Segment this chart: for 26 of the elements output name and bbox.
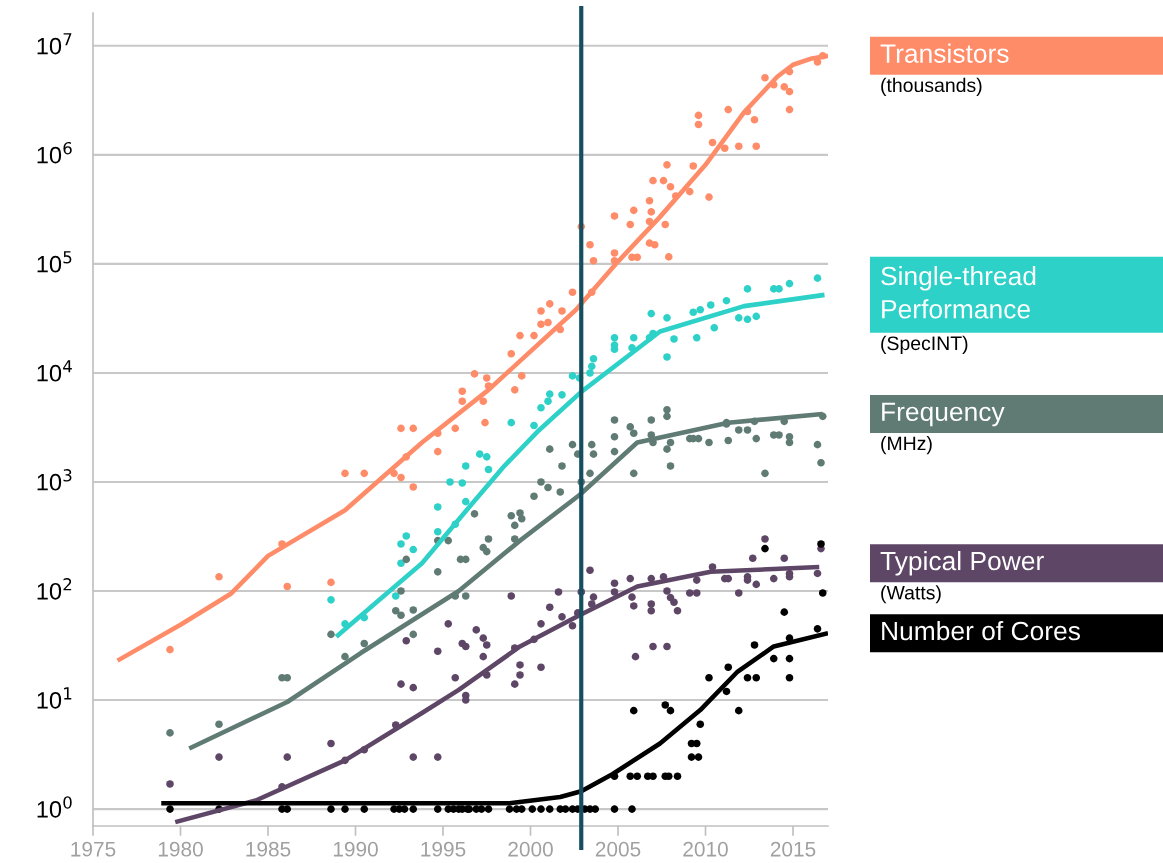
y-tick-label: 10$^{4}$ <box>37 360 72 382</box>
y-tick-label: 10$^{7}$ <box>37 33 72 55</box>
text: Frequency <box>882 402 1005 427</box>
text: Single-thread Performance <box>881 265 1036 319</box>
text: Typical Power <box>880 550 1044 576</box>
x-tick-label: 2015 <box>770 841 816 857</box>
y-tick-label: 10$^{2}$ <box>37 578 72 600</box>
y-tick-label: 10$^{3}$ <box>37 469 72 491</box>
text: Transistors <box>880 43 1009 63</box>
text: (SpecINT) <box>881 335 968 354</box>
y-tick-label: 10$^{1}$ <box>37 687 72 709</box>
y-tick-label: 10$^{6}$ <box>37 141 72 164</box>
text: Number of Cores <box>882 620 1080 641</box>
y-tick-label: 10$^{5}$ <box>37 251 72 273</box>
x-tick-label: 2000 <box>508 841 553 857</box>
x-tick-label: 1990 <box>333 841 378 857</box>
x-tick-label: 1985 <box>246 841 291 857</box>
x-tick-label: 1995 <box>421 841 466 857</box>
x-tick-label: 1975 <box>71 841 116 857</box>
y-tick-label: 10$^{0}$ <box>37 796 72 818</box>
x-tick-label: 2005 <box>595 841 641 857</box>
text: (MHz) <box>881 436 932 455</box>
text: (thousands) <box>881 77 982 96</box>
x-tick-label: 1980 <box>158 841 203 857</box>
text: (Watts) <box>881 585 941 604</box>
x-tick-label: 2010 <box>683 841 728 857</box>
